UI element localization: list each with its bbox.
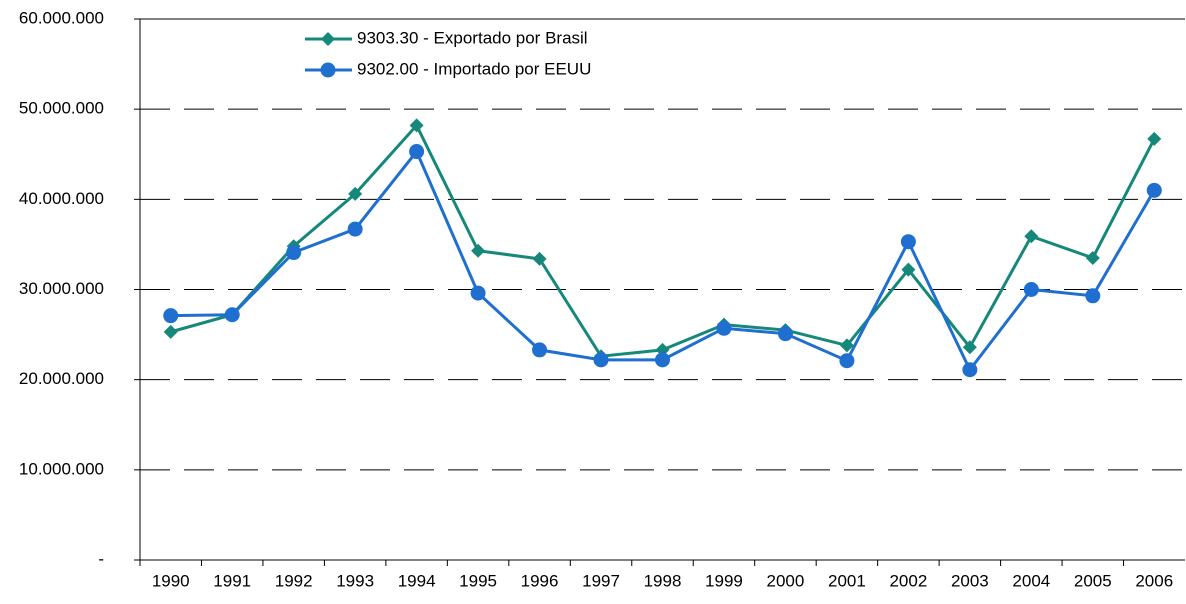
x-tick-label: 2001 (828, 571, 866, 590)
point (839, 338, 854, 353)
point (347, 221, 363, 237)
x-tick-label: 1992 (275, 571, 313, 590)
point (470, 285, 486, 301)
point (532, 342, 548, 358)
legend-marker (320, 62, 336, 78)
point (655, 352, 670, 368)
point (286, 245, 302, 261)
x-tick-label: 1999 (705, 571, 743, 590)
point (163, 324, 178, 339)
point (901, 262, 916, 277)
x-tick-label: 1993 (336, 571, 374, 590)
point (471, 243, 486, 258)
y-tick-label: 40.000.000 (19, 189, 104, 208)
y-tick-label: 20.000.000 (19, 369, 104, 388)
x-tick-label: 1996 (521, 571, 559, 590)
point (348, 186, 363, 201)
y-tick-label: 50.000.000 (19, 99, 104, 118)
y-tick-label: - (98, 549, 104, 568)
x-tick-label: 2004 (1012, 571, 1050, 590)
y-tick-label: 30.000.000 (19, 279, 104, 298)
point (1023, 282, 1039, 297)
point (1024, 229, 1039, 244)
point (900, 234, 916, 250)
x-tick-label: 2005 (1074, 571, 1112, 590)
x-tick-label: 2002 (889, 571, 927, 590)
point (224, 307, 240, 323)
point (962, 362, 978, 378)
point (532, 251, 547, 266)
legend-label: 9302.00 - Importado por EEUU (357, 59, 591, 78)
point (839, 353, 855, 369)
point (777, 326, 793, 342)
point (163, 308, 179, 324)
point (593, 352, 609, 368)
y-tick-label: 10.000.000 (19, 459, 104, 478)
y-tick-label: 60.000.000 (19, 8, 104, 27)
point (409, 118, 424, 133)
point (1146, 182, 1162, 198)
legend-label: 9303.30 - Exportado por Brasil (357, 28, 588, 47)
x-tick-label: 2006 (1135, 571, 1173, 590)
point (1147, 131, 1162, 146)
x-tick-label: 1991 (213, 571, 251, 590)
x-tick-label: 1994 (398, 571, 436, 590)
point (716, 320, 732, 336)
point (1085, 250, 1100, 265)
x-tick-label: 1997 (582, 571, 620, 590)
point (962, 340, 977, 355)
point (1085, 288, 1101, 304)
x-tick-label: 1990 (152, 571, 190, 590)
point (409, 144, 425, 160)
x-tick-label: 1995 (459, 571, 497, 590)
series-line (170, 148, 1156, 373)
x-tick-label: 2003 (951, 571, 989, 590)
legend-marker (321, 32, 335, 46)
x-tick-label: 1998 (644, 571, 682, 590)
x-tick-label: 2000 (767, 571, 805, 590)
